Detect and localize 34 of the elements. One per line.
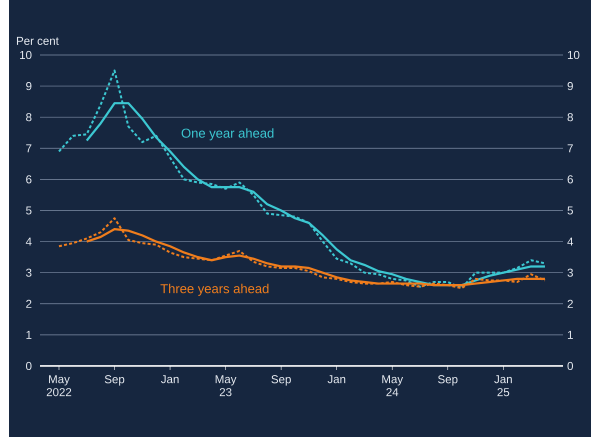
y-tick-label: 6 [26, 175, 32, 184]
y2-tick-label: 8 [568, 113, 573, 122]
y-tick-label: 7 [26, 144, 32, 152]
y-tick-label: 1 [26, 330, 32, 339]
y-tick-label: 4 [26, 238, 32, 246]
y2-tick-label: 7 [568, 144, 573, 152]
x-tick-label: Jan 25 [494, 375, 512, 396]
y2-tick-label: 0 [568, 362, 574, 370]
y-tick-label: 9 [26, 82, 32, 90]
y2-tick-label: 1 [568, 330, 573, 339]
y2-tick-label: 6 [568, 175, 573, 184]
y-tick-label: 8 [26, 113, 32, 122]
x-tick-label: Sep [271, 375, 291, 386]
x-tick-label: Jan [160, 375, 179, 384]
y-tick-label: 0 [26, 362, 32, 370]
x-tick-label: Sep [104, 375, 124, 386]
series-label: Three years ahead [160, 284, 268, 296]
series-label: One year ahead [182, 128, 274, 140]
y2-tick-label: 10 [568, 50, 580, 60]
x-tick-label: May 23 [216, 375, 236, 396]
y-axis-title: Per cent [16, 36, 59, 45]
x-tick-label: Sep [438, 375, 458, 386]
y2-tick-label: 9 [568, 82, 573, 90]
x-tick-label: Jan [328, 375, 346, 384]
y2-tick-label: 2 [568, 300, 573, 308]
y-tick-label: 5 [26, 206, 32, 214]
y2-tick-label: 3 [567, 268, 573, 277]
x-tick-label: May 24 [382, 375, 404, 396]
y-tick-label: 2 [26, 300, 32, 308]
y-tick-label: 3 [26, 268, 32, 277]
y-tick-label: 10 [20, 50, 32, 60]
y2-tick-label: 4 [567, 238, 574, 246]
x-tick-label: May 2022 [46, 375, 72, 396]
y2-tick-label: 5 [568, 206, 573, 214]
